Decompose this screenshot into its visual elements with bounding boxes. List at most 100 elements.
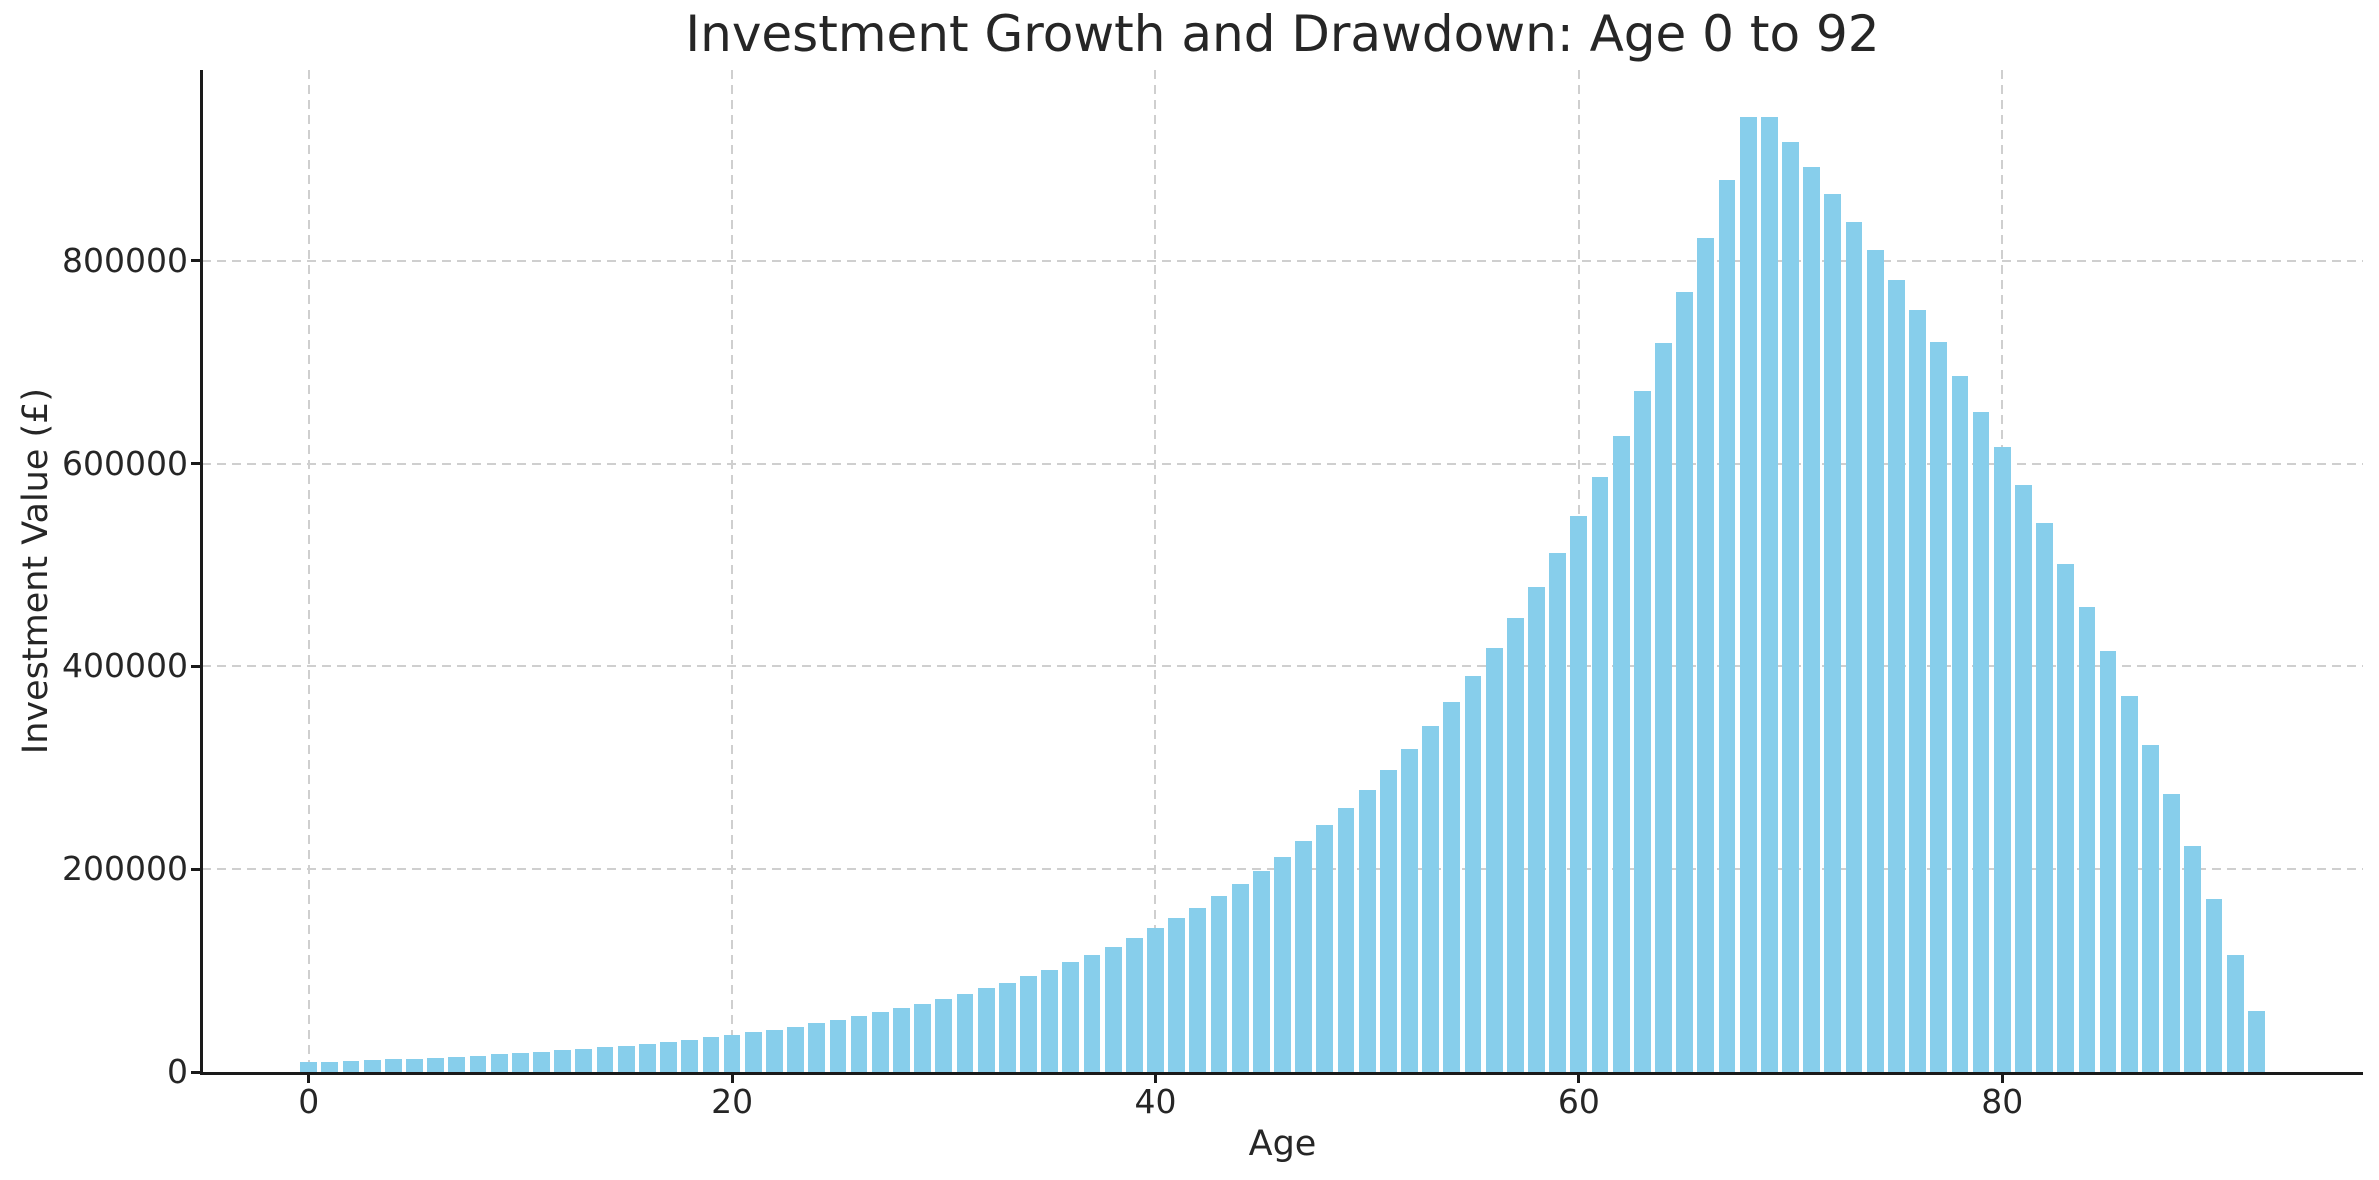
bar-age-60	[1570, 516, 1588, 1072]
bar-age-83	[2057, 563, 2075, 1072]
x-tick-label: 0	[298, 1082, 320, 1121]
bar-age-91	[2226, 955, 2244, 1072]
bar-age-39	[1125, 937, 1143, 1072]
bar-age-1	[321, 1061, 339, 1072]
bar-age-53	[1422, 725, 1440, 1072]
chart-title: Investment Growth and Drawdown: Age 0 to…	[685, 5, 1880, 63]
bar-age-50	[1358, 789, 1376, 1072]
bar-age-38	[1104, 946, 1122, 1072]
bar-age-28	[893, 1008, 910, 1072]
x-gridline	[1154, 70, 1157, 1072]
bar-age-7	[448, 1056, 466, 1072]
bar-age-34	[1020, 976, 1037, 1072]
bar-age-33	[998, 982, 1016, 1072]
bar-age-36	[1062, 962, 1080, 1072]
bar-age-56	[1485, 647, 1503, 1072]
y-tick-mark	[191, 664, 200, 668]
y-axis-spine	[200, 70, 203, 1075]
x-gridline	[731, 70, 734, 1072]
bar-age-42	[1189, 907, 1207, 1072]
bar-age-80	[1993, 447, 2011, 1072]
bar-age-8	[469, 1055, 487, 1072]
bar-age-63	[1633, 391, 1651, 1072]
bar-age-77	[1930, 342, 1948, 1072]
bar-age-37	[1083, 954, 1101, 1072]
bar-age-75	[1888, 279, 1905, 1072]
bar-age-82	[2036, 523, 2053, 1072]
bar-age-89	[2184, 845, 2202, 1072]
y-tick-mark	[191, 1070, 200, 1074]
bar-age-15	[617, 1045, 635, 1072]
bar-age-13	[575, 1048, 593, 1072]
bar-age-78	[1951, 375, 1969, 1072]
bar-age-61	[1591, 477, 1609, 1072]
y-tick-label: 0	[167, 1052, 188, 1091]
bar-age-86	[2120, 695, 2138, 1072]
bar-age-81	[2015, 484, 2032, 1072]
bar-age-31	[956, 993, 974, 1072]
bar-age-57	[1506, 618, 1524, 1072]
bar-age-62	[1612, 435, 1630, 1072]
bar-age-6	[427, 1057, 445, 1072]
bar-age-65	[1676, 292, 1694, 1072]
bar-age-92	[2247, 1010, 2265, 1072]
bar-age-29	[914, 1003, 931, 1072]
x-tick-mark	[730, 1075, 734, 1083]
y-tick-mark	[191, 867, 200, 871]
bar-age-73	[1845, 221, 1863, 1072]
bar-age-45	[1252, 870, 1270, 1072]
bar-age-67	[1718, 179, 1736, 1072]
bar-age-70	[1782, 142, 1799, 1072]
bar-age-69	[1760, 117, 1778, 1072]
y-gridline	[202, 259, 2363, 262]
bar-age-46	[1274, 856, 1291, 1072]
bar-age-85	[2099, 651, 2117, 1072]
bar-age-19	[702, 1037, 720, 1072]
x-tick-label: 80	[1981, 1082, 2024, 1121]
x-tick-label: 20	[711, 1082, 754, 1121]
bar-age-72	[1824, 194, 1842, 1072]
bar-age-58	[1528, 586, 1545, 1072]
bar-age-54	[1443, 701, 1461, 1072]
bar-age-2	[342, 1061, 360, 1072]
bar-age-52	[1401, 748, 1418, 1072]
x-axis-label: Age	[1248, 1124, 1317, 1164]
bar-age-64	[1655, 343, 1672, 1072]
bar-age-47	[1295, 841, 1313, 1072]
bar-age-59	[1549, 552, 1567, 1072]
y-gridline	[202, 665, 2363, 668]
bar-age-44	[1231, 883, 1249, 1072]
bar-age-10	[511, 1053, 529, 1072]
bar-age-3	[363, 1060, 381, 1072]
x-tick-label: 60	[1557, 1082, 1600, 1121]
bar-age-88	[2163, 793, 2181, 1072]
y-tick-label: 200000	[62, 849, 188, 889]
bar-age-5	[406, 1058, 423, 1072]
bar-age-87	[2142, 744, 2159, 1072]
x-tick-mark	[2000, 1075, 2004, 1083]
y-tick-mark	[191, 259, 200, 263]
x-gridline	[307, 70, 310, 1072]
bar-age-25	[829, 1019, 847, 1072]
bar-age-12	[554, 1050, 572, 1072]
bar-age-71	[1803, 167, 1821, 1072]
bar-age-20	[723, 1034, 741, 1072]
y-tick-label: 800000	[62, 240, 188, 280]
x-tick-label: 40	[1134, 1082, 1177, 1121]
y-axis-label: Investment Value (£)	[16, 387, 56, 755]
bar-age-11	[533, 1051, 550, 1072]
y-tick-mark	[191, 462, 200, 466]
bar-age-26	[850, 1016, 868, 1072]
bar-age-68	[1739, 117, 1757, 1072]
bar-age-17	[660, 1041, 677, 1072]
y-tick-label: 600000	[62, 443, 188, 483]
bar-age-14	[596, 1047, 614, 1072]
x-tick-mark	[1153, 1075, 1157, 1083]
bar-age-40	[1147, 928, 1164, 1072]
x-axis-spine	[200, 1072, 2363, 1075]
bar-age-43	[1210, 896, 1228, 1072]
bar-age-51	[1379, 769, 1397, 1072]
y-tick-label: 400000	[62, 646, 188, 686]
bar-age-48	[1316, 825, 1334, 1072]
